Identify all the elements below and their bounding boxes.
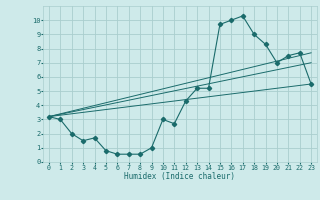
X-axis label: Humidex (Indice chaleur): Humidex (Indice chaleur)	[124, 172, 236, 181]
